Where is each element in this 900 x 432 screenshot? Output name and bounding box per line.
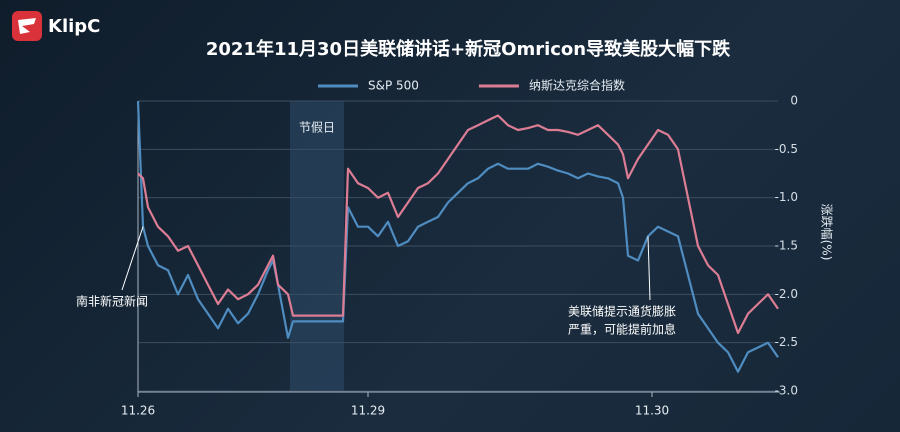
logo-glyph: [18, 18, 36, 34]
y-tick-label: -1.5: [775, 239, 798, 253]
y-tick-label: 0: [790, 94, 798, 108]
legend-label: S&P 500: [368, 79, 419, 93]
y-tick-label: -3.0: [775, 384, 798, 398]
chart-title: 2021年11月30日美联储讲话+新冠Omricon导致美股大幅下跌: [206, 38, 731, 60]
x-tick-label: 11.26: [121, 404, 155, 418]
legend: S&P 500 纳斯达克综合指数: [318, 78, 625, 93]
x-tick-label: 11.29: [351, 404, 385, 418]
logo-text: KlipC: [48, 16, 100, 37]
annotation-text: 严重，可能提前加息: [568, 322, 676, 337]
legend-label: 纳斯达克综合指数: [529, 78, 625, 93]
annotation-text: 南非新冠新闻: [76, 294, 148, 309]
holiday-label: 节假日: [299, 121, 335, 135]
annotation-pointer: [121, 226, 144, 291]
y-tick-label: -1.0: [775, 190, 798, 204]
logo-icon: [12, 11, 42, 41]
y-tick-label: -0.5: [775, 142, 798, 156]
x-tick-label: 11.30: [635, 404, 669, 418]
annotation-pointer: [647, 236, 651, 301]
y-tick-label: -2.5: [775, 335, 798, 349]
series-line: [137, 114, 779, 335]
y-tick-label: -2.0: [775, 287, 798, 301]
logo: KlipC: [12, 11, 100, 41]
series-line: [136, 100, 779, 373]
y-axis-label: 涨跌幅(%): [820, 204, 835, 261]
annotation-text: 美联储提示通货膨胀: [568, 304, 676, 319]
